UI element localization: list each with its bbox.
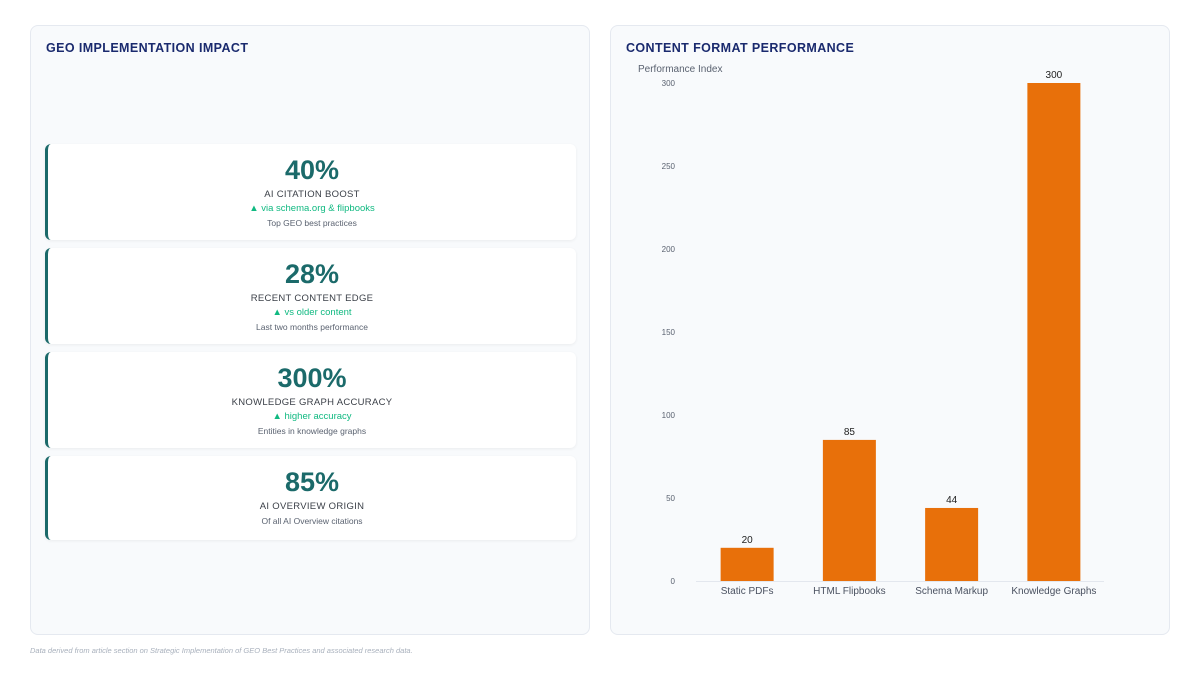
bar: [925, 507, 979, 581]
kpi-note: Of all AI Overview citations: [261, 516, 363, 526]
kpi-label: KNOWLEDGE GRAPH ACCURACY: [231, 397, 393, 408]
kpi-value: 28%: [284, 259, 340, 289]
kpi-label: AI OVERVIEW ORIGIN: [259, 501, 365, 512]
kpi-trend: ▲ vs older content: [272, 307, 352, 318]
bar: [720, 547, 774, 581]
y-tick-label: 200: [662, 245, 676, 254]
footnote: Data derived from article section on Str…: [30, 646, 413, 655]
y-axis-label: Performance Index: [638, 64, 723, 75]
y-tick-label: 300: [662, 79, 676, 88]
kpi-trend: ▲ via schema.org & flipbooks: [249, 203, 375, 214]
y-tick-label: 50: [666, 494, 675, 503]
y-tick-label: 250: [662, 162, 676, 171]
kpi-note: Last two months performance: [256, 322, 368, 332]
kpi-note: Top GEO best practices: [267, 218, 357, 228]
y-tick-label: 100: [662, 411, 676, 420]
kpi-value: 40%: [284, 155, 340, 185]
bar: [1027, 83, 1081, 581]
content-format-title: CONTENT FORMAT PERFORMANCE: [626, 41, 855, 55]
x-tick-label: Static PDFs: [721, 586, 774, 597]
kpi-card-citation-boost: 40% AI CITATION BOOST ▲ via schema.org &…: [45, 144, 576, 240]
kpi-label: RECENT CONTENT EDGE: [250, 293, 374, 304]
bar-chart: Performance Index 0 50 100 150 200 250 300 20 Sta…: [638, 64, 1104, 597]
kpi-card-recent-content: 28% RECENT CONTENT EDGE ▲ vs older conte…: [45, 248, 576, 344]
y-tick-label: 150: [662, 328, 676, 337]
kpi-trend: ▲ higher accuracy: [272, 411, 352, 422]
geo-impact-title: GEO IMPLEMENTATION IMPACT: [46, 41, 249, 55]
content-format-panel: CONTENT FORMAT PERFORMANCE Performance I…: [610, 25, 1170, 635]
y-tick-label: 0: [671, 577, 676, 586]
x-tick-label: Knowledge Graphs: [1011, 586, 1096, 597]
kpi-card-ai-overview: 85% AI OVERVIEW ORIGIN Of all AI Overvie…: [45, 456, 576, 540]
bar: [822, 439, 876, 581]
kpi-value: 300%: [277, 363, 347, 393]
kpi-value: 85%: [284, 467, 340, 497]
kpi-card-knowledge-graph: 300% KNOWLEDGE GRAPH ACCURACY ▲ higher a…: [45, 352, 576, 448]
data-label: 85: [844, 427, 856, 438]
data-label: 300: [1046, 70, 1063, 81]
x-tick-label: Schema Markup: [915, 586, 988, 597]
kpi-label: AI CITATION BOOST: [264, 189, 360, 200]
kpi-list: 40% AI CITATION BOOST ▲ via schema.org &…: [45, 144, 576, 548]
data-label: 20: [742, 535, 754, 546]
kpi-note: Entities in knowledge graphs: [257, 426, 367, 436]
geo-impact-panel: GEO IMPLEMENTATION IMPACT 40% AI CITATIO…: [30, 25, 590, 635]
x-tick-label: HTML Flipbooks: [813, 586, 885, 597]
data-label: 44: [946, 495, 958, 506]
